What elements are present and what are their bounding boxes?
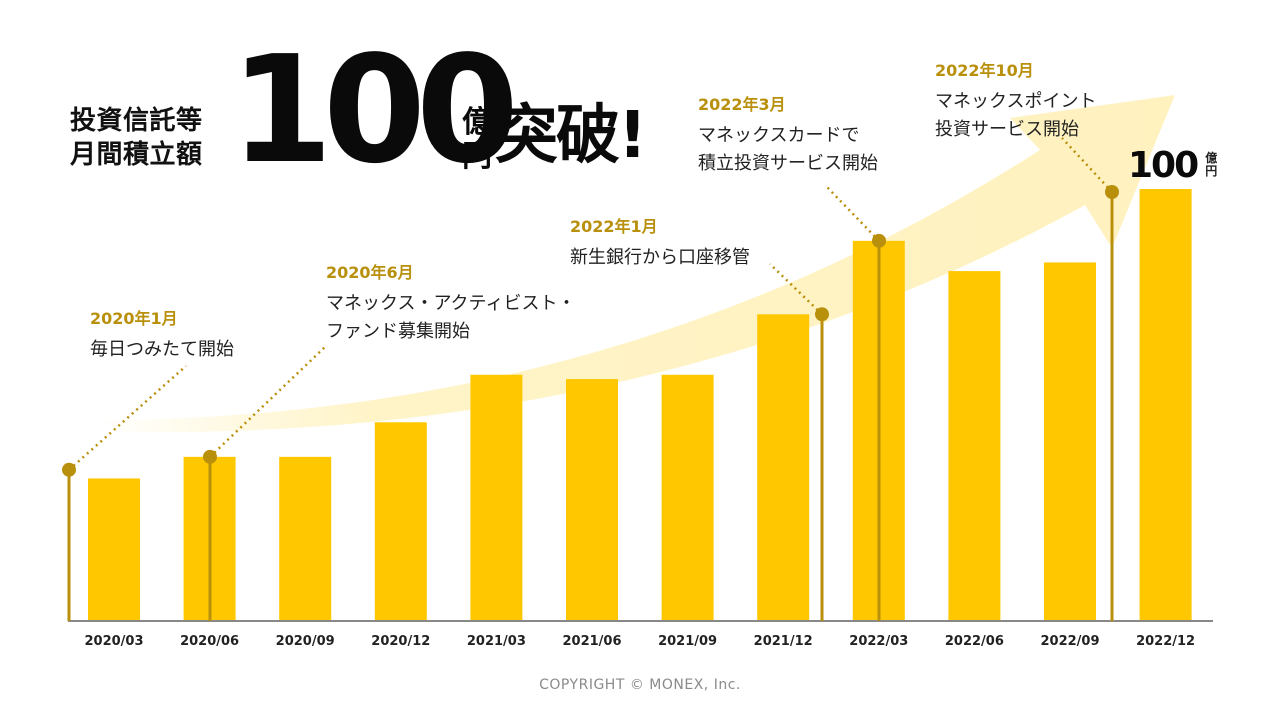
x-tick-label: 2022/12: [1136, 634, 1195, 649]
x-tick-label: 2021/09: [658, 634, 717, 649]
headline-unit: 億 円: [458, 106, 496, 174]
bar-2021-09: [661, 374, 714, 621]
bar-2021-12: [757, 314, 810, 621]
last-bar-value-label: 100 億 円: [1128, 146, 1218, 186]
x-tick-label: 2021/12: [754, 634, 813, 649]
milestone-2022-03: 2022年3月 マネックスカードで 積立投資サービス開始: [698, 94, 878, 178]
milestone-marker: [872, 233, 886, 248]
headline-tail: 突破!: [494, 99, 647, 173]
milestone-date: 2022年3月: [698, 95, 786, 114]
x-tick-label: 2020/03: [84, 634, 143, 649]
milestone-text-line: マネックスカードで: [698, 125, 860, 146]
bar-2020-09: [279, 456, 332, 621]
milestone-leader: [1061, 137, 1113, 193]
growth-arrow: [95, 95, 1175, 433]
bar-2020-12: [374, 422, 427, 621]
milestone-marker: [815, 307, 829, 322]
milestone-text-line: 毎日つみたて開始: [90, 339, 234, 360]
milestone-2020-06: 2020年6月 マネックス・アクティビスト・ ファンド募集開始: [326, 262, 575, 346]
x-tick-label: 2022/09: [1040, 634, 1099, 649]
headline-unit-line1: 億: [462, 105, 492, 140]
milestone-text: 新生銀行から口座移管: [570, 244, 750, 272]
last-bar-value-unit-line2: 円: [1205, 164, 1218, 178]
copyright: COPYRIGHT © MONEX, Inc.: [539, 677, 741, 693]
milestone-leader: [825, 185, 880, 242]
last-bar-value-number: 100: [1128, 145, 1199, 186]
x-tick-label: 2021/06: [562, 634, 621, 649]
milestone-leader: [769, 263, 823, 316]
headline-unit-line2: 円: [462, 139, 492, 174]
headline-number: 100: [230, 24, 519, 196]
bar-2020-03: [88, 478, 140, 621]
x-tick-label: 2021/03: [467, 634, 526, 649]
milestone-date: 2022年1月: [570, 217, 658, 236]
milestone-text-line: ファンド募集開始: [326, 321, 470, 342]
milestone-text-line: 積立投資サービス開始: [698, 153, 878, 174]
milestone-date: 2020年6月: [326, 263, 414, 282]
milestone-text-line: マネックスポイント: [935, 91, 1097, 112]
milestone-text: マネックスカードで 積立投資サービス開始: [698, 122, 878, 178]
headline-label: 投資信託等 月間積立額: [70, 104, 240, 172]
milestone-marker: [1105, 185, 1119, 199]
milestone-2022-01: 2022年1月 新生銀行から口座移管: [570, 216, 750, 272]
milestone-text-line: マネックス・アクティビスト・: [326, 293, 576, 314]
milestone-text-line: 新生銀行から口座移管: [570, 247, 750, 268]
x-tick-label: 2022/03: [849, 634, 908, 649]
x-tick-label: 2022/06: [945, 634, 1004, 649]
milestone-text: 毎日つみたて開始: [90, 336, 234, 364]
bar-2022-12: [1139, 189, 1192, 621]
milestone-marker: [62, 462, 76, 477]
milestone-date: 2022年10月: [935, 61, 1034, 80]
bar-2021-03: [470, 374, 523, 621]
milestone-2022-10: 2022年10月 マネックスポイント 投資サービス開始: [935, 60, 1096, 144]
bar-2021-06: [566, 379, 618, 621]
milestone-text: マネックス・アクティビスト・ ファンド募集開始: [326, 290, 575, 346]
milestone-text: マネックスポイント 投資サービス開始: [935, 88, 1096, 144]
bar-2022-09: [1044, 262, 1096, 621]
milestone-2020-01: 2020年1月 毎日つみたて開始: [90, 308, 234, 364]
headline-label-line2: 月間積立額: [70, 140, 203, 170]
milestone-marker: [203, 449, 217, 464]
bar-2022-06: [948, 271, 1001, 621]
x-tick-label: 2020/12: [371, 634, 430, 649]
last-bar-value-unit: 億 円: [1204, 152, 1218, 178]
headline-label-line1: 投資信託等: [70, 106, 203, 136]
milestone-text-line: 投資サービス開始: [935, 119, 1079, 140]
milestone-date: 2020年1月: [90, 309, 178, 328]
last-bar-value-unit-line1: 億: [1205, 151, 1218, 165]
x-tick-label: 2020/06: [180, 634, 239, 649]
milestone-leader: [209, 345, 327, 458]
x-tick-label: 2020/09: [276, 634, 335, 649]
milestone-leader: [68, 365, 187, 471]
